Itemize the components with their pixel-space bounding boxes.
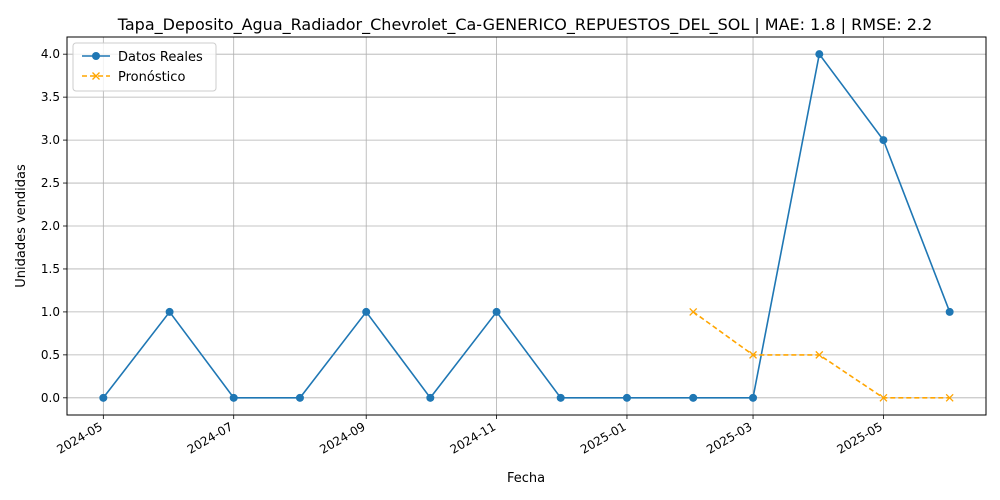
data-point-datos-reales [945,307,954,316]
data-point-datos-reales [295,393,304,402]
y-tick-label: 2.5 [41,176,60,190]
y-tick-label: 1.0 [41,305,60,319]
data-point-datos-reales [556,393,565,402]
data-point-datos-reales [622,393,631,402]
legend-marker-pronostico [92,72,100,80]
data-point-datos-reales [229,393,238,402]
legend: Datos Reales Pronóstico [72,42,217,92]
series-layer [99,50,954,402]
data-point-pronostico [945,393,954,402]
y-tick-label: 2.0 [41,219,60,233]
x-axis-label: Fecha [507,471,545,486]
data-point-pronostico [749,350,758,359]
data-point-pronostico [689,307,698,316]
data-point-datos-reales [749,393,758,402]
y-tick-label: 4.0 [41,47,60,61]
legend-label-datos-reales: Datos Reales [118,50,203,65]
data-point-datos-reales [879,136,888,145]
data-point-datos-reales [689,393,698,402]
data-point-pronostico [879,393,888,402]
data-point-datos-reales [492,307,501,316]
chart-title: Tapa_Deposito_Agua_Radiador_Chevrolet_Ca… [117,15,933,35]
y-tick-label: 0.0 [41,391,60,405]
data-point-pronostico [815,350,824,359]
y-tick-label: 3.0 [41,133,60,147]
grid-lines [67,37,986,415]
legend-marker-datos-reales [92,52,100,60]
data-point-datos-reales [165,307,174,316]
legend-box [72,42,217,92]
series-line-datos-reales [102,52,951,400]
data-point-datos-reales [426,393,435,402]
data-point-datos-reales [815,50,824,59]
data-point-datos-reales [99,393,108,402]
data-point-datos-reales [362,307,371,316]
y-tick-label: 3.5 [41,90,60,104]
y-axis-label: Unidades vendidas [14,164,29,288]
y-tick-label: 1.5 [41,262,60,276]
legend-label-pronostico: Pronóstico [118,70,185,85]
y-tick-label: 0.5 [41,348,60,362]
